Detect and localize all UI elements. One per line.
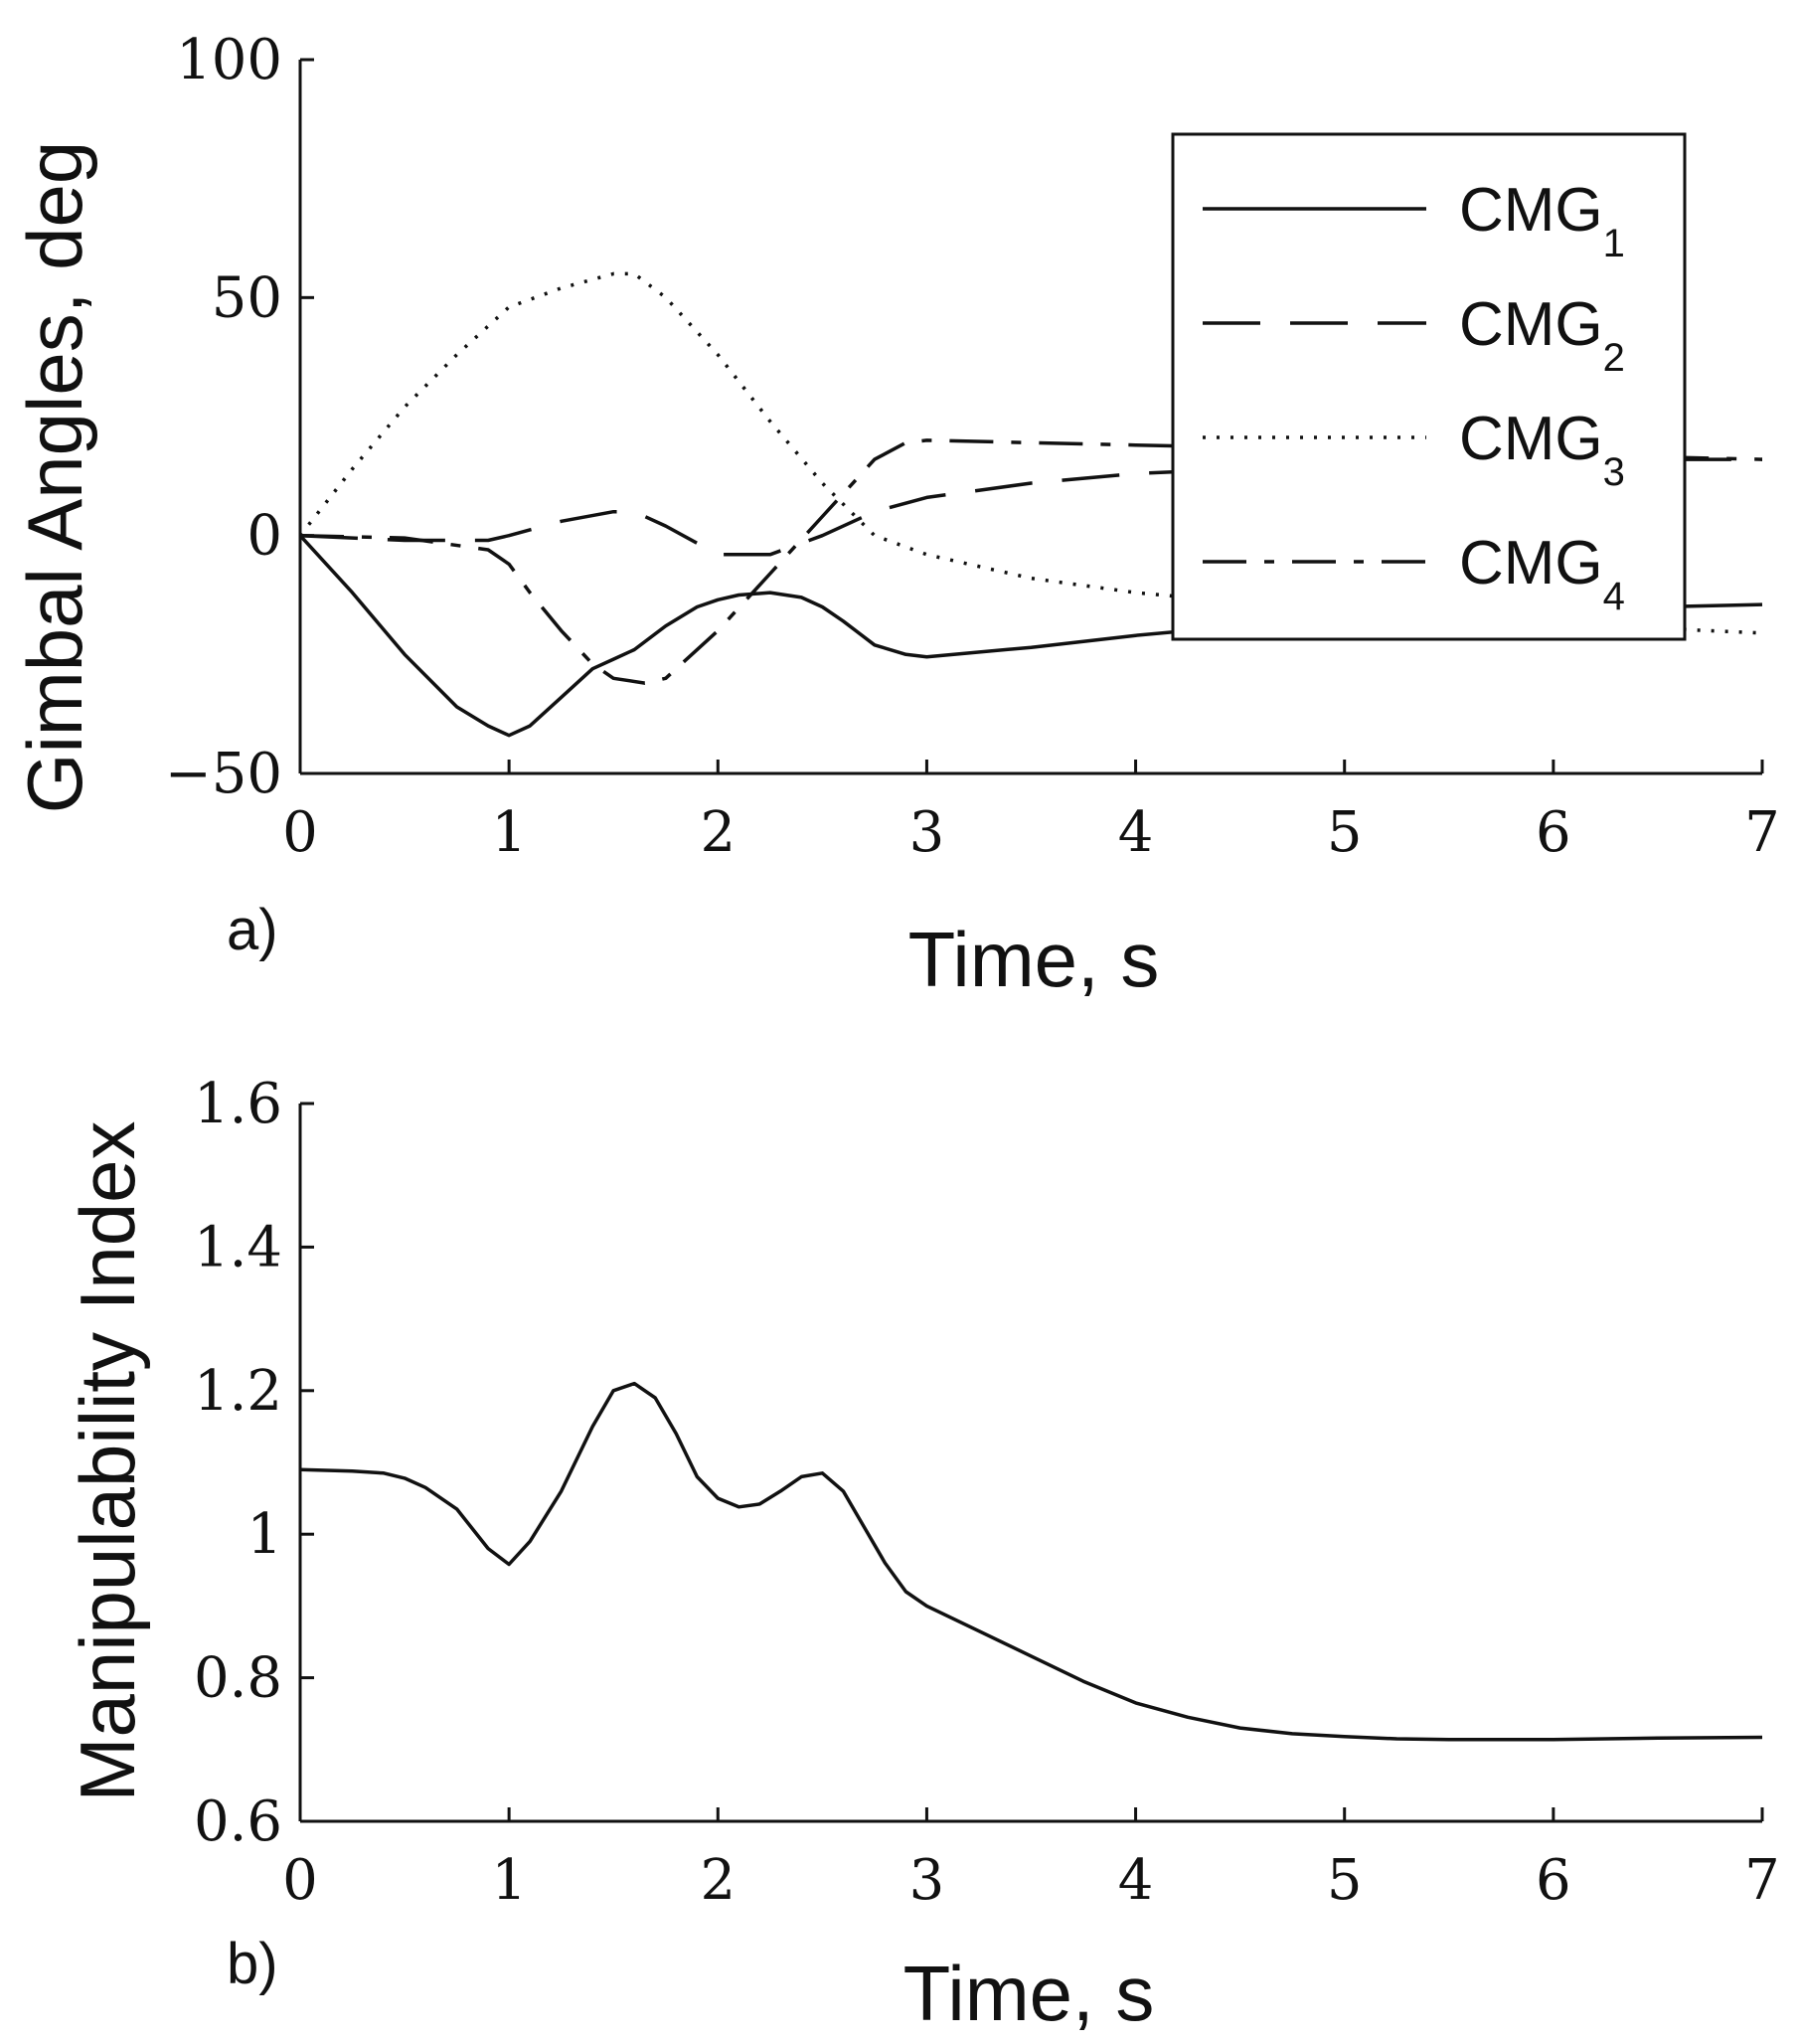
y-tick-label: 50 (212, 265, 282, 330)
legend-label-subscript: 2 (1603, 336, 1625, 380)
x-tick-label: 3 (909, 1848, 945, 1913)
x-tick-label: 0 (282, 800, 318, 865)
panel-a-xlabel: Time, s (908, 916, 1160, 1003)
x-tick-label: 3 (909, 800, 945, 865)
y-tick-label: 0.6 (194, 1789, 282, 1854)
x-tick-label: 5 (1327, 1848, 1363, 1913)
legend-label-cmg1: CMG1 (1459, 176, 1625, 265)
x-tick-label: 4 (1118, 800, 1154, 865)
legend-label-cmg3: CMG3 (1459, 405, 1625, 494)
panel-b-ylabel: Manipulability Index (64, 1120, 151, 1801)
y-tick-label: −50 (165, 742, 282, 806)
x-tick-label: 1 (491, 800, 527, 865)
x-tick-label: 6 (1536, 1848, 1571, 1913)
y-tick-label: 100 (176, 28, 282, 92)
panel-a-ylabel: Gimbal Angles, deg (11, 141, 98, 813)
legend-label-cmg4: CMG4 (1459, 529, 1625, 618)
panel-b-label: b) (227, 1932, 278, 1996)
legend-label-subscript: 1 (1603, 222, 1625, 265)
panel-b-axes: 0 1 2 3 4 5 6 7 0.6 0.8 1 1.2 1.4 1.6 (194, 1072, 1780, 1913)
legend-label-text: CMG (1459, 290, 1603, 359)
x-tick-label: 6 (1536, 800, 1571, 865)
legend-label-text: CMG (1459, 176, 1603, 245)
y-tick-label: 1.6 (194, 1072, 282, 1136)
series-line-manipulability-index (299, 1381, 1763, 1742)
x-tick-label: 2 (700, 800, 736, 865)
series-line-cmg4 (299, 438, 1763, 685)
x-tick-label: 0 (282, 1848, 318, 1913)
x-tick-label: 2 (700, 1848, 736, 1913)
y-tick-label: 1.4 (194, 1215, 282, 1279)
x-tick-label: 7 (1744, 1848, 1780, 1913)
series-line-cmg3 (298, 271, 1763, 635)
x-tick-label: 4 (1118, 1848, 1154, 1913)
legend-label-subscript: 3 (1603, 450, 1625, 494)
legend-label-text: CMG (1459, 529, 1603, 597)
x-tick-label: 7 (1744, 800, 1780, 865)
legend-box (1171, 132, 1687, 641)
y-tick-label: 1 (246, 1502, 282, 1567)
legend-label-text: CMG (1459, 405, 1603, 473)
x-tick-label: 5 (1327, 800, 1363, 865)
panel-b-series (299, 1381, 1763, 1742)
panel-b-xlabel: Time, s (903, 1950, 1155, 2037)
y-tick-label: 1.2 (194, 1359, 282, 1424)
y-tick-label: 0 (246, 504, 282, 569)
x-tick-label: 1 (491, 1848, 527, 1913)
y-tick-label: 0.8 (194, 1646, 282, 1711)
legend-label-cmg2: CMG2 (1459, 290, 1625, 380)
panel-a-label: a) (227, 898, 278, 962)
legend-label-subscript: 4 (1603, 575, 1625, 618)
panel-b-manipulability: 0 1 2 3 4 5 6 7 0.6 0.8 1 1.2 1.4 1.6 Manipulability … (64, 1072, 1780, 2037)
